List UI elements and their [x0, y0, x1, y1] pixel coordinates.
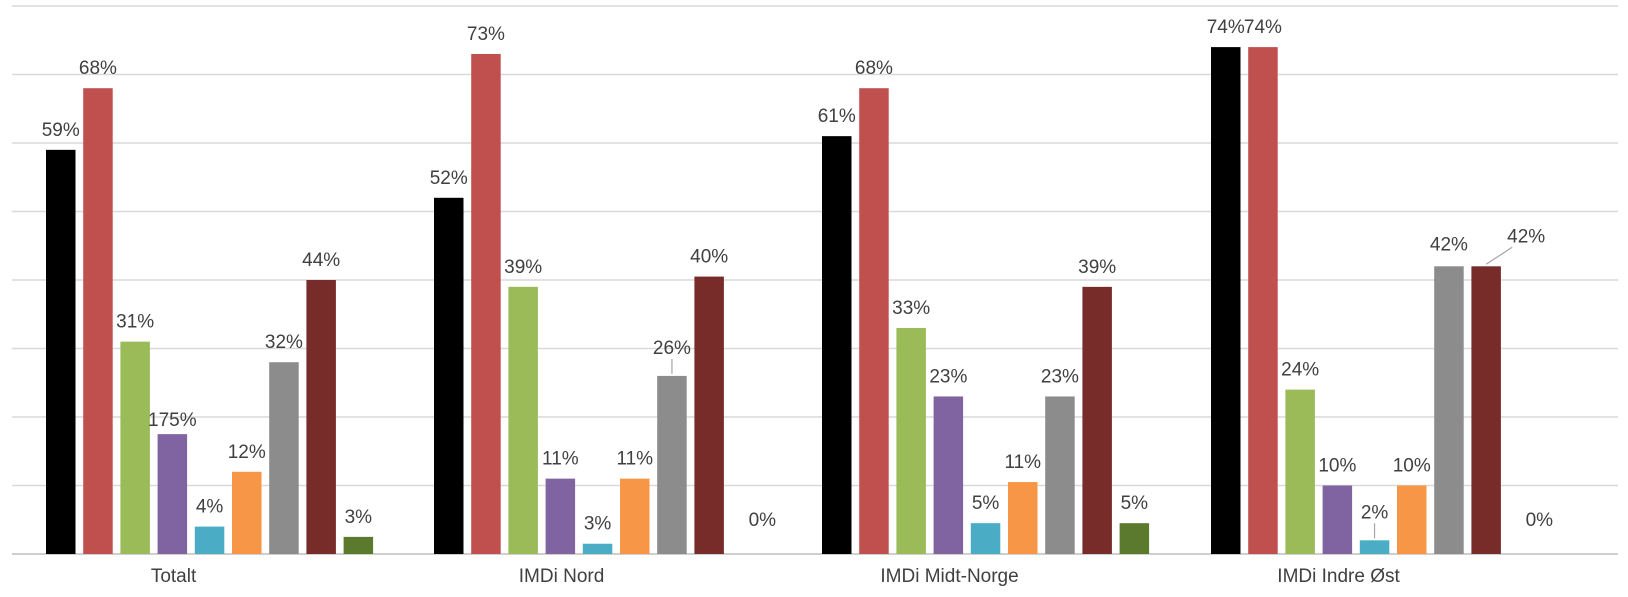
- data-label-3-6: 42%: [1430, 234, 1468, 255]
- data-label-0-4: 4%: [196, 497, 224, 518]
- bar-1-1: [471, 53, 501, 554]
- data-label-2-8: 5%: [1121, 493, 1149, 514]
- bar-1-3: [545, 478, 576, 554]
- bar-3-4: [1359, 540, 1390, 554]
- bar-2-7: [1082, 286, 1112, 554]
- bars: [46, 47, 1501, 555]
- data-label-0-7: 44%: [302, 250, 340, 271]
- data-label-2-5: 11%: [1004, 452, 1041, 473]
- data-label-0-5: 12%: [228, 442, 266, 463]
- data-label-1-1: 73%: [467, 24, 505, 45]
- bar-2-8: [1119, 523, 1150, 554]
- data-label-1-0: 52%: [430, 168, 468, 189]
- data-label-3-0: 74%: [1207, 17, 1245, 38]
- data-label-2-0: 61%: [818, 106, 856, 127]
- data-label-2-1: 68%: [855, 58, 893, 79]
- data-label-1-2: 39%: [504, 257, 542, 278]
- data-label-1-4: 3%: [584, 514, 612, 535]
- bar-1-5: [620, 478, 650, 554]
- bar-2-0: [822, 136, 852, 554]
- data-label-0-0: 59%: [42, 120, 80, 141]
- data-label-1-8: 0%: [749, 510, 777, 531]
- data-label-3-4: 2%: [1361, 502, 1389, 523]
- data-label-0-6: 32%: [265, 332, 303, 353]
- bar-3-7: [1471, 266, 1501, 554]
- bar-1-7: [694, 276, 724, 554]
- data-label-3-5: 10%: [1393, 456, 1431, 477]
- bar-3-3: [1322, 485, 1353, 554]
- bar-2-6: [1045, 396, 1075, 554]
- category-label-3: IMDi Indre Øst: [1277, 566, 1400, 587]
- category-label-0: Totalt: [151, 566, 197, 587]
- data-label-3-1: 74%: [1244, 17, 1282, 38]
- bar-0-7: [306, 280, 336, 554]
- data-label-2-6: 23%: [1041, 366, 1079, 387]
- bar-0-5: [232, 471, 262, 554]
- bar-3-1: [1248, 47, 1278, 554]
- bar-0-0: [46, 149, 76, 554]
- bar-2-3: [933, 396, 964, 554]
- bar-3-0: [1211, 47, 1241, 554]
- data-label-1-7: 40%: [690, 247, 728, 268]
- category-labels: Totalt IMDi Nord IMDi Midt-Norge IMDi Indre…: [151, 566, 1401, 587]
- bar-1-2: [508, 286, 538, 554]
- data-label-2-7: 39%: [1078, 257, 1116, 278]
- data-label-2-4: 5%: [972, 493, 1000, 514]
- data-label-3-2: 24%: [1281, 360, 1319, 381]
- bar-2-5: [1008, 482, 1038, 554]
- data-label-3-8: 0%: [1526, 510, 1554, 531]
- bar-2-2: [896, 327, 926, 554]
- category-label-1: IMDi Nord: [519, 566, 605, 587]
- bar-2-4: [970, 523, 1001, 554]
- data-label-3-7: 42%: [1507, 226, 1545, 247]
- leader-line: [1485, 246, 1513, 265]
- data-label-0-1: 68%: [79, 58, 117, 79]
- bar-0-4: [194, 526, 225, 554]
- bar-3-6: [1434, 266, 1464, 554]
- bar-0-8: [343, 536, 374, 554]
- bar-1-6: [657, 375, 687, 554]
- data-label-1-3: 11%: [542, 449, 579, 470]
- data-label-0-2: 31%: [116, 312, 154, 333]
- data-label-1-6: 26%: [653, 338, 691, 359]
- data-labels: 59% 68% 31% 175% 4% 12% 32% 44% 3% 52% 73% 39% 11% 3%…: [42, 17, 1554, 539]
- data-label-1-5: 11%: [616, 449, 653, 470]
- bar-0-6: [269, 362, 299, 554]
- data-label-2-3: 23%: [929, 366, 967, 387]
- bar-0-1: [83, 88, 113, 554]
- bar-1-0: [434, 197, 464, 555]
- bar-3-2: [1285, 389, 1315, 554]
- bar-2-1: [859, 88, 889, 554]
- category-label-2: IMDi Midt-Norge: [880, 566, 1018, 587]
- data-label-0-3: 175%: [148, 410, 197, 431]
- bar-3-5: [1397, 485, 1427, 554]
- bar-1-4: [582, 543, 613, 554]
- bar-0-2: [120, 341, 150, 554]
- bar-0-3: [157, 434, 188, 554]
- data-label-2-2: 33%: [892, 298, 930, 319]
- data-label-3-3: 10%: [1318, 456, 1356, 477]
- data-label-0-8: 3%: [345, 507, 373, 528]
